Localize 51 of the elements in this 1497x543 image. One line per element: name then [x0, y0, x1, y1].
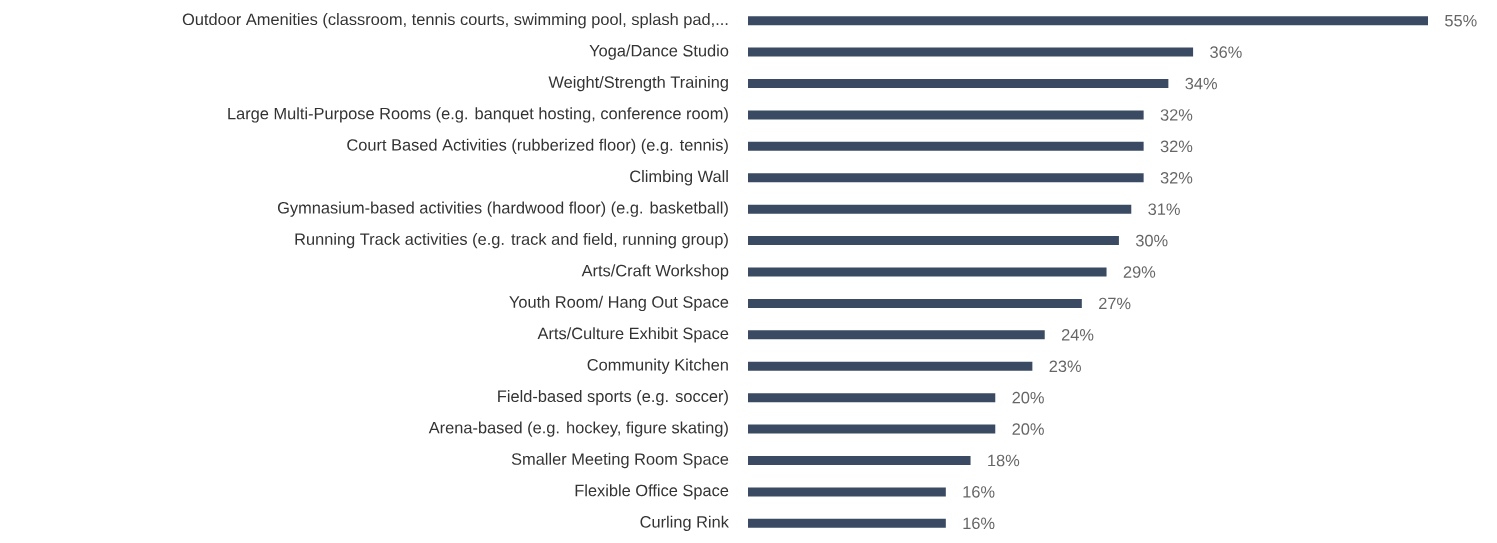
y-tick-label: Field-based sports (e.g. soccer) [498, 390, 728, 406]
data-label: 36% [1210, 46, 1242, 58]
y-tick-label: Smaller Meeting Room Space [511, 452, 729, 469]
y-tick-label: Curling Rink [640, 515, 729, 531]
data-label: 29% [1123, 266, 1156, 278]
y-tick-label: Court Based Activities (rubberized floor) (e.g. tennis) [347, 138, 728, 155]
y-tick-label: Youth Room/ Hang Out Space [509, 295, 729, 312]
bar [748, 16, 1428, 26]
bar [748, 393, 996, 403]
data-label: 18% [988, 454, 1020, 467]
bar [748, 47, 1194, 57]
bar [748, 236, 1119, 246]
bar [748, 298, 1082, 308]
data-label: 23% [1049, 360, 1081, 373]
data-label: 16% [963, 486, 995, 498]
bar [748, 110, 1144, 120]
data-label: 30% [1135, 234, 1168, 247]
y-tick-label: Large Multi-Purpose Rooms (e.g. banquet hosting, conference room) [228, 107, 728, 123]
bar [748, 141, 1144, 151]
y-tick-label: Yoga/Dance Studio [589, 44, 729, 60]
bar [748, 424, 996, 434]
y-tick-label: Flexible Office Space [575, 484, 729, 500]
data-label: 32% [1160, 109, 1193, 121]
data-label: 32% [1160, 140, 1193, 153]
bar [748, 487, 946, 497]
data-label: 20% [1012, 423, 1044, 435]
bar [748, 455, 971, 465]
y-tick-label: Arts/Culture Exhibit Space [537, 327, 729, 343]
data-label: 27% [1099, 297, 1131, 310]
y-tick-label: Arena-based (e.g. hockey, figure skating) [428, 421, 728, 437]
y-tick-label: Community Kitchen [587, 358, 728, 374]
data-label: 32% [1160, 171, 1193, 184]
data-label: 31% [1148, 203, 1180, 215]
bar [748, 330, 1045, 340]
bar [748, 267, 1107, 277]
y-tick-label: Weight/Strength Training [548, 75, 728, 92]
bar [748, 79, 1169, 89]
data-label: 16% [963, 517, 995, 530]
bar [748, 361, 1033, 371]
y-tick-label: Running Track activities (e.g. track and field, running group) [295, 232, 728, 249]
y-tick-label: Climbing Wall [630, 170, 728, 186]
y-tick-label: Gymnasium-based activities (hardwood floor) (e.g. basketball) [277, 201, 728, 217]
data-label: 24% [1061, 329, 1094, 341]
data-label: 20% [1012, 391, 1044, 404]
bar [748, 204, 1132, 214]
data-label: 34% [1185, 77, 1217, 90]
y-tick-label: Outdoor Amenities (classroom, tennis courts, swimming pool, splash pad,... [182, 13, 728, 29]
y-tick-label: Arts/Craft Workshop [581, 264, 729, 280]
bar [748, 518, 946, 528]
data-label: 55% [1445, 14, 1477, 27]
bar [748, 173, 1144, 183]
